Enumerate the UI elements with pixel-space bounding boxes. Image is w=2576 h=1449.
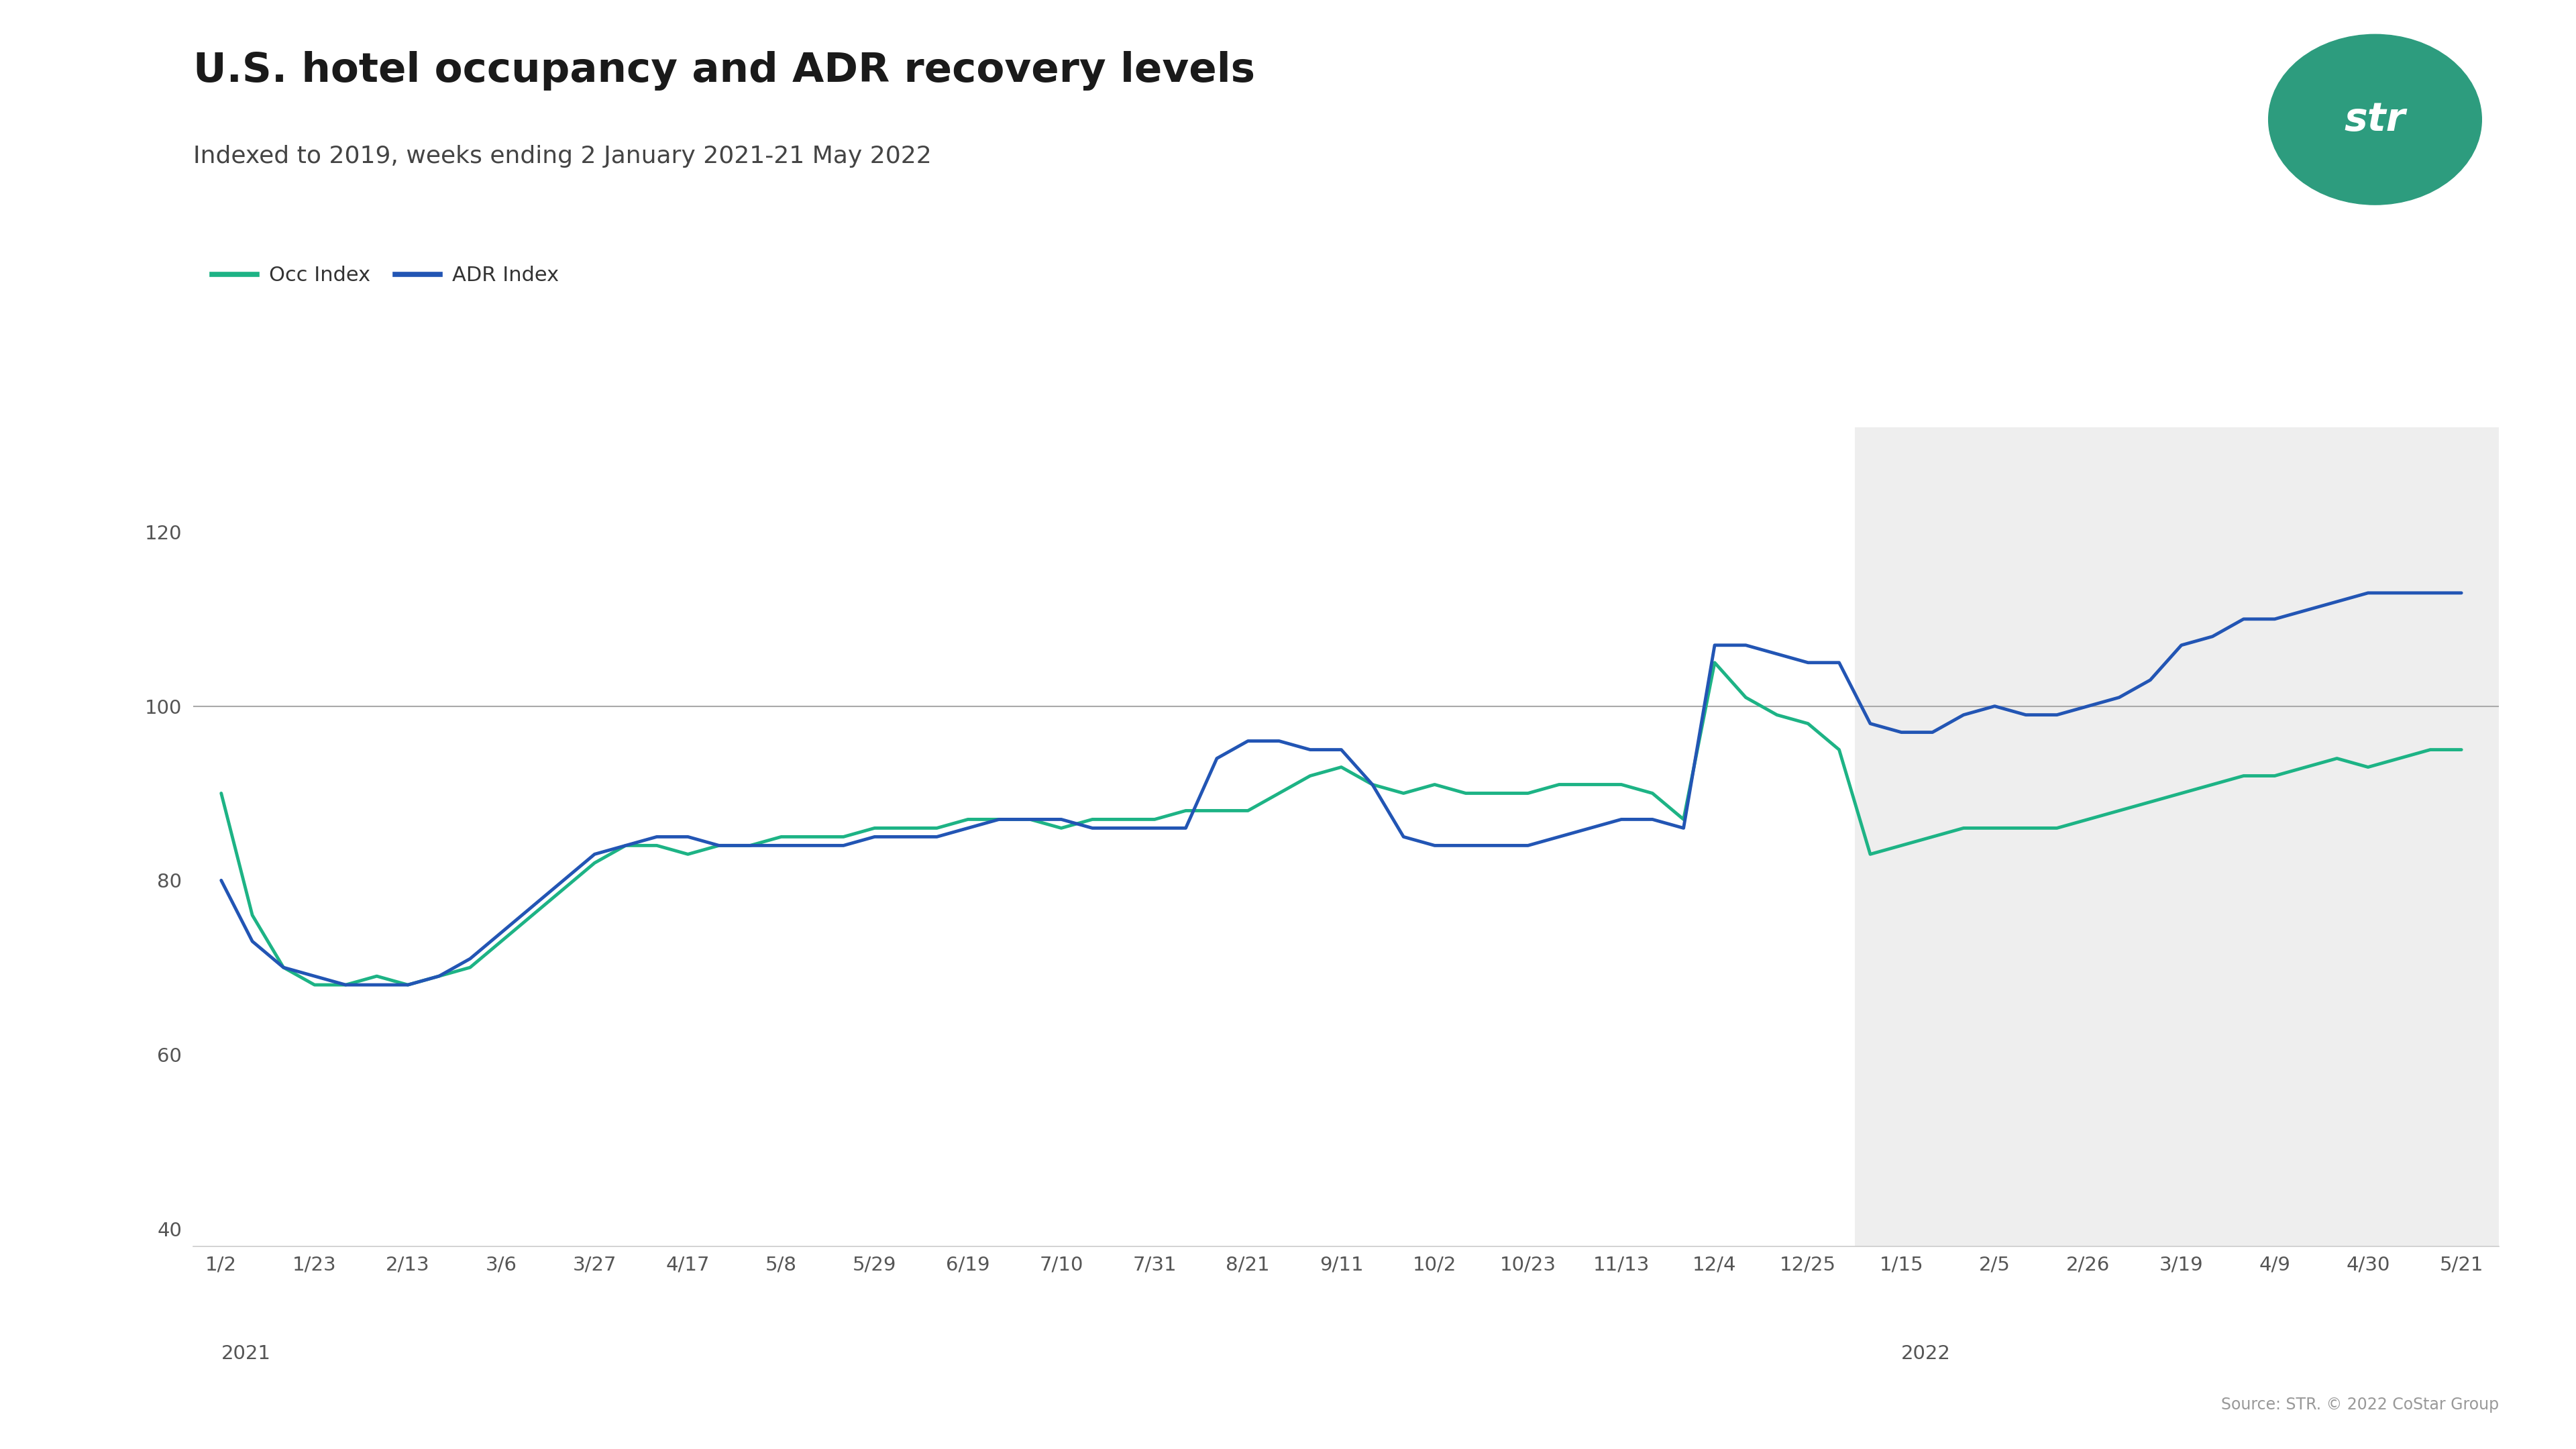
Text: Source: STR. © 2022 CoStar Group: Source: STR. © 2022 CoStar Group: [2221, 1397, 2499, 1413]
Text: 2022: 2022: [1901, 1345, 1950, 1364]
Text: str: str: [2344, 100, 2406, 139]
Circle shape: [2269, 35, 2481, 204]
Text: U.S. hotel occupancy and ADR recovery levels: U.S. hotel occupancy and ADR recovery le…: [193, 51, 1255, 90]
Text: 2021: 2021: [222, 1345, 270, 1364]
Legend: Occ Index, ADR Index: Occ Index, ADR Index: [204, 258, 567, 294]
Text: Indexed to 2019, weeks ending 2 January 2021-21 May 2022: Indexed to 2019, weeks ending 2 January …: [193, 145, 933, 168]
Bar: [1855, 427, 2499, 1246]
